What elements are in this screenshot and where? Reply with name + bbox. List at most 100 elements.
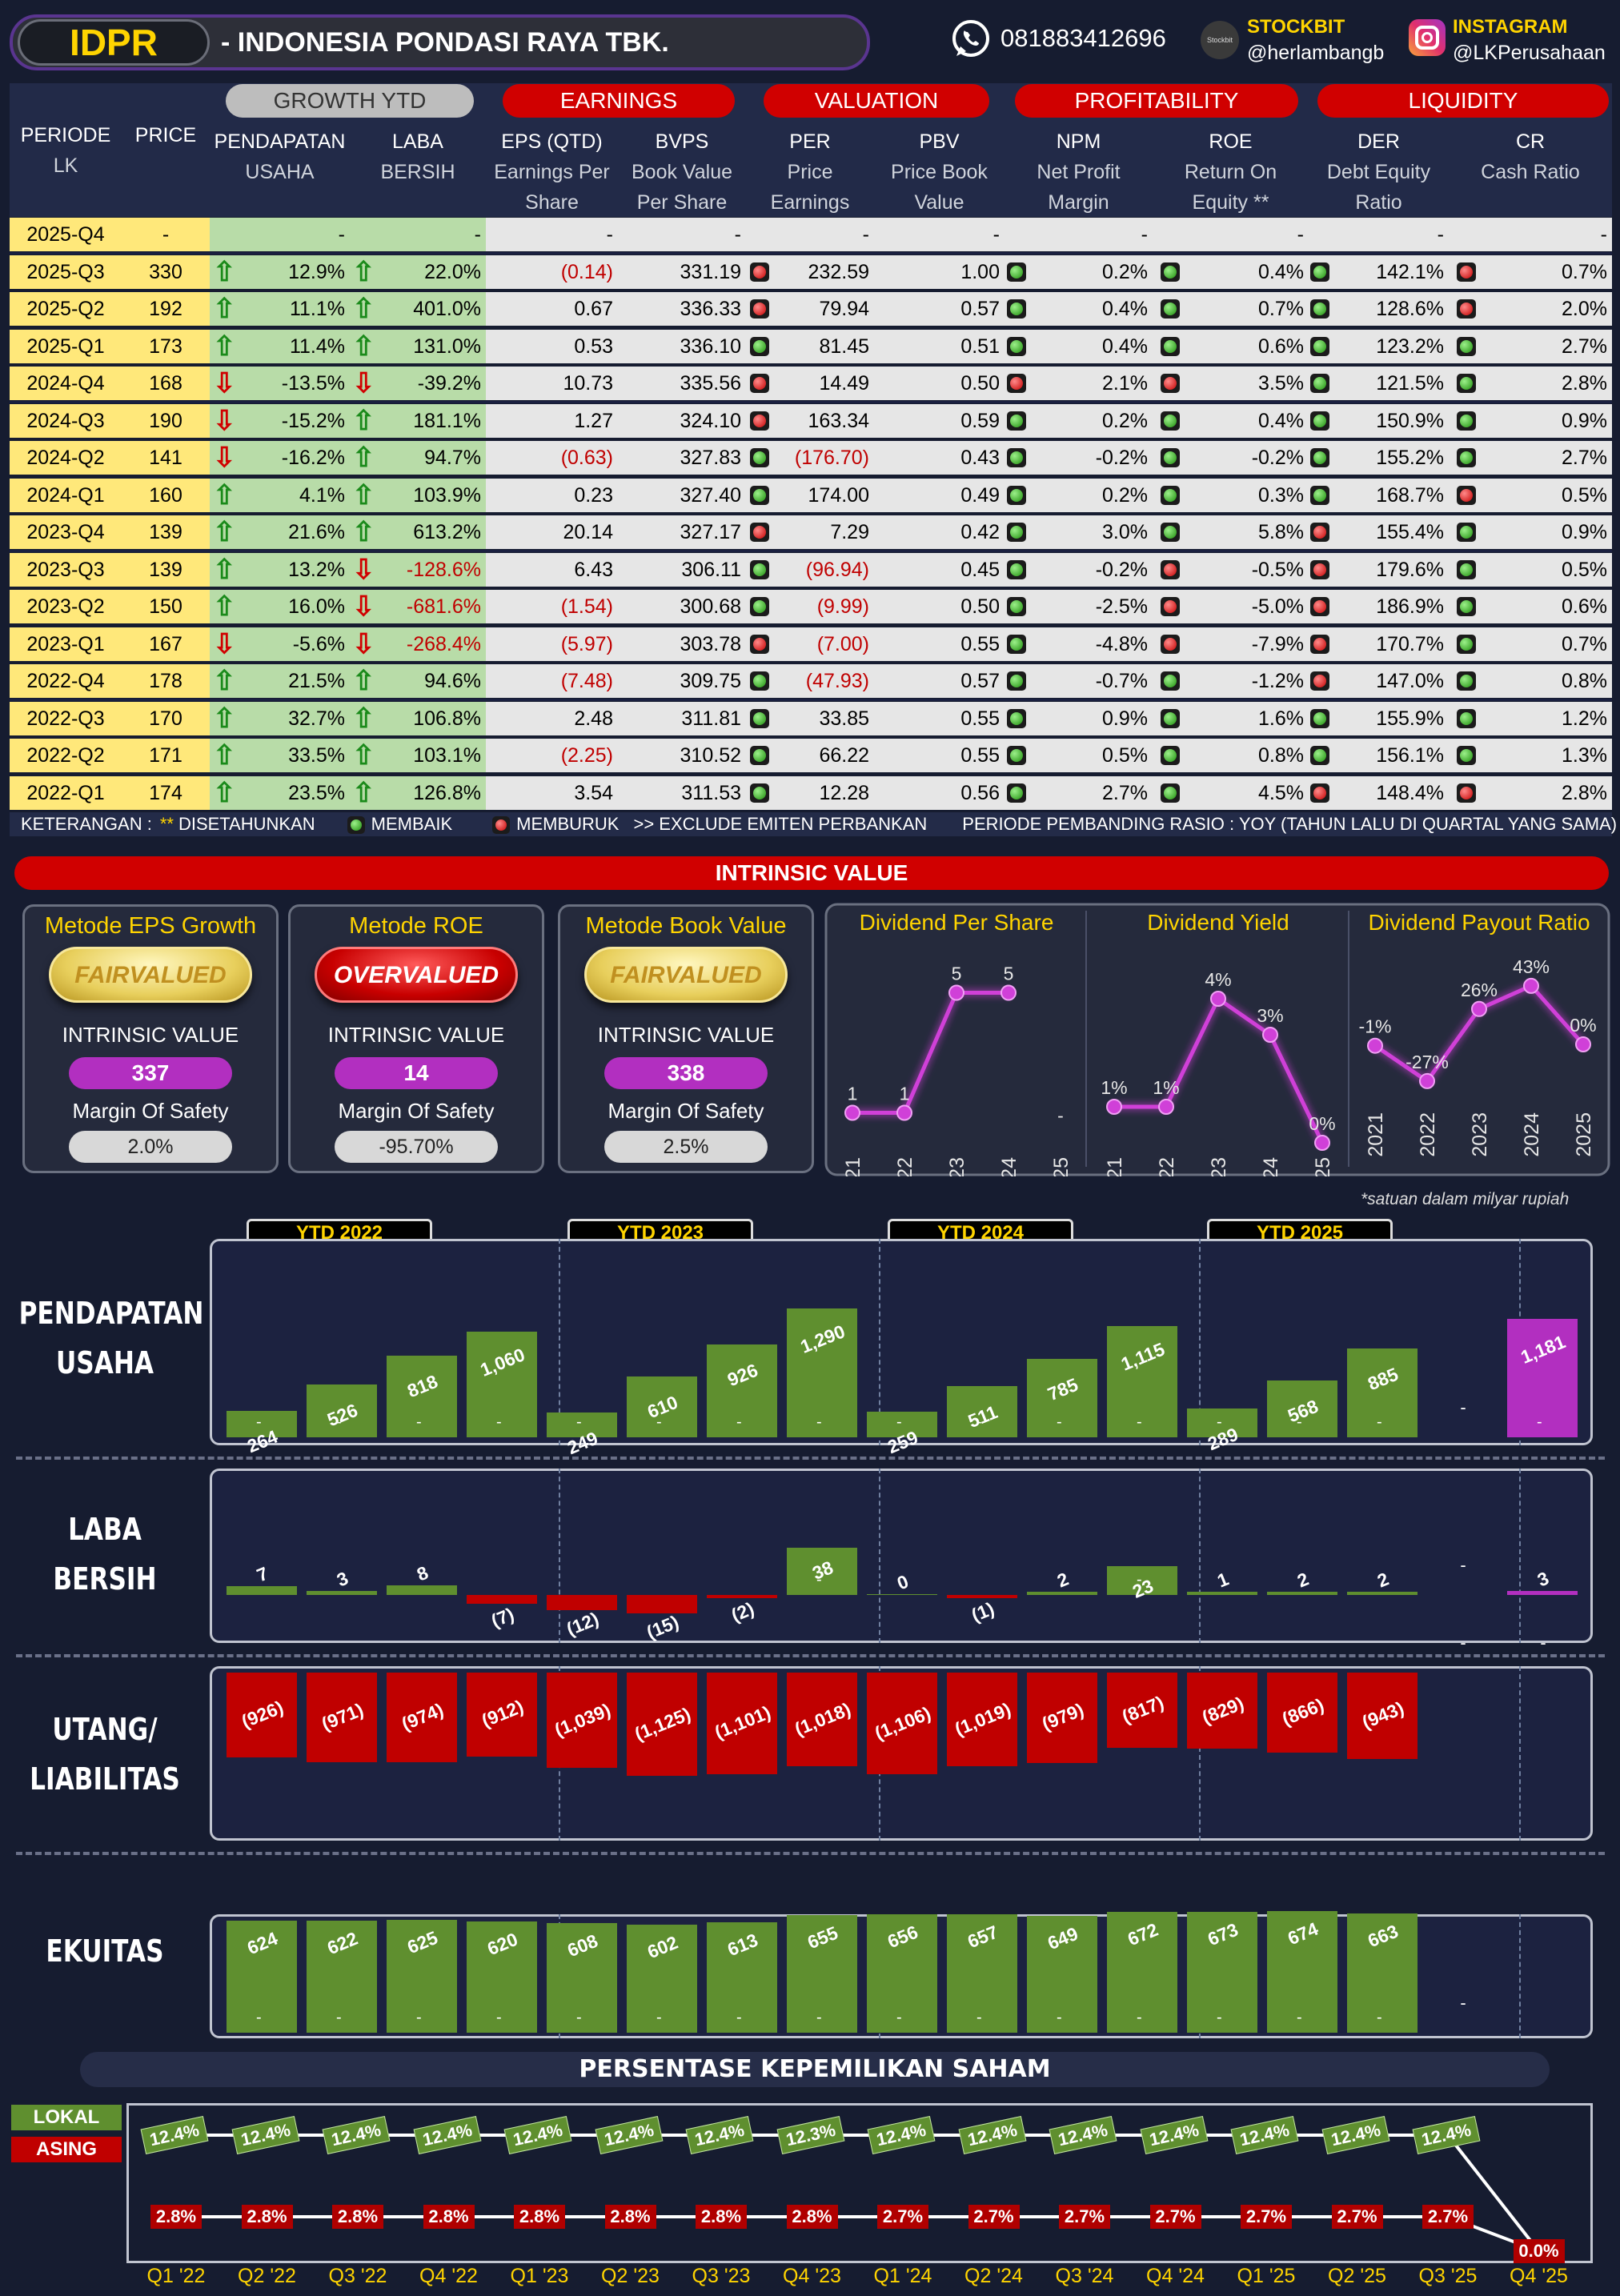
bar-dash-mark: - [1377, 1413, 1382, 1431]
bar [467, 1331, 537, 1437]
legend-worsen: MEMBURUK [516, 814, 620, 834]
cell-period: 2025-Q3 [10, 254, 122, 289]
intrinsic-value-title: INTRINSIC VALUE [14, 856, 1609, 890]
bar [1187, 1592, 1257, 1595]
dot-light-icon [753, 675, 766, 687]
worsen-dot-icon [750, 523, 769, 542]
section-title-line: LABA [68, 1512, 142, 1547]
cell-price: 173 [122, 329, 210, 363]
bar-dash-mark: - [256, 1413, 262, 1431]
cell-cr: 0.6% [1449, 590, 1612, 623]
cell-revenue-growth: -15.2% [210, 403, 350, 438]
cell-npm: 0.2% [1004, 254, 1153, 289]
cell-der: 123.2% [1309, 329, 1449, 363]
cell-der: 155.9% [1309, 701, 1449, 735]
dot-light-icon [1313, 488, 1326, 502]
dividend-year-tick: 2022 [1417, 1112, 1439, 1157]
dividend-year-tick: 2023 [1208, 1157, 1230, 1176]
bar-dash-mark: - [1137, 1571, 1142, 1589]
col-header-10: DER Debt Equity Ratio [1309, 126, 1449, 218]
arrow-down-icon: ⇩ [213, 368, 236, 399]
dot-light-icon [1313, 675, 1326, 687]
arrow-up-icon: ⇧ [352, 703, 375, 734]
improve-dot-icon [1161, 783, 1180, 803]
bar-dash-mark: - [1057, 2009, 1062, 2026]
improve-dot-icon [750, 671, 769, 691]
col-header-title: CR [1515, 130, 1546, 153]
dividend-data-label: -27% [1405, 1052, 1449, 1072]
arrow-up-icon: ⇧ [213, 703, 236, 734]
cell-period: 2022-Q4 [10, 664, 122, 698]
cell-npm: 0.2% [1004, 478, 1153, 512]
method-card: Metode EPS Growth FAIRVALUED INTRINSIC VAL… [22, 904, 279, 1173]
arrow-up-icon: ⇧ [213, 479, 236, 511]
col-header-5: BVPS Book Value Per Share [618, 126, 746, 218]
intrinsic-value-number: 337 [69, 1057, 232, 1089]
table-row: 2022-Q4 178 21.5% 94.6% (7.48) 309.75 (47.93) 0… [10, 664, 1612, 698]
table-row: 2022-Q2 171 33.5% 103.1% (2.25) 310.52 66.22 0.… [10, 739, 1612, 772]
col-header-title: PRICE [134, 124, 197, 146]
cell-price: 167 [122, 627, 210, 661]
bar [1027, 1592, 1097, 1595]
cell-period: 2025-Q4 [10, 218, 122, 251]
method-title: Metode EPS Growth [44, 913, 257, 939]
dividend-year-tick: 2025 [1573, 1112, 1595, 1157]
section-title-line: EKUITAS [46, 1933, 164, 1969]
dividend-data-label: 26% [1461, 980, 1498, 1000]
improve-dot-icon [1457, 708, 1476, 728]
table-row: 2024-Q3 190 -15.2% 181.1% 1.27 324.10 163.34 0.… [10, 403, 1612, 438]
bar [627, 1595, 697, 1614]
instagram-icon [1409, 19, 1446, 56]
dot-light-icon [1313, 526, 1326, 539]
cell-revenue-growth: 21.5% [210, 664, 350, 698]
quarter-tick-label: Q3 '23 [692, 2265, 751, 2287]
company-name: - INDONESIA PONDASI RAYA TBK. [221, 27, 669, 58]
cell-profit-growth: 613.2% [350, 515, 486, 549]
worsen-dot-icon [1161, 597, 1180, 616]
col-header-4: EPS (QTD) Earnings Per Share [486, 126, 618, 218]
group-separator [559, 1469, 560, 1643]
quarter-tick-label: Q1 '25 [1237, 2265, 1296, 2287]
worsen-dot-icon [1310, 523, 1329, 542]
dividend-year-tick: 2023 [946, 1157, 968, 1176]
improve-dot-icon [1007, 299, 1026, 319]
dot-light-icon [1313, 563, 1326, 576]
cell-bvps: 306.11 [618, 552, 746, 587]
dot-light-icon [495, 819, 507, 831]
intrinsic-value-number: 14 [335, 1057, 498, 1089]
dividend-point [1106, 1099, 1122, 1115]
cell-eps: (0.63) [486, 441, 618, 475]
bar-dash-mark: - [416, 1413, 422, 1431]
worsen-dot-icon [1161, 374, 1180, 393]
arrow-down-icon: ⇩ [352, 591, 375, 622]
table-row: 2023-Q1 167 -5.6% -268.4% (5.97) 303.78 (7.00)… [10, 627, 1612, 661]
quarter-tick-label: Q3 '24 [1055, 2265, 1114, 2287]
dot-light-icon [1313, 637, 1326, 651]
dot-light-icon [1164, 786, 1177, 799]
cell-pbv: 0.55 [874, 739, 1004, 772]
cell-price: - [122, 218, 210, 251]
cell-profit-growth: -681.6% [350, 590, 486, 623]
cell-eps: (1.54) [486, 590, 618, 623]
cell-npm: -4.8% [1004, 627, 1153, 661]
cell-profit-growth: 103.1% [350, 739, 486, 772]
dividend-data-label: 4% [1205, 969, 1231, 990]
group-separator [1519, 1469, 1521, 1643]
bar [1107, 1673, 1177, 1748]
dot-light-icon [1164, 303, 1177, 315]
group-header-0: GROWTH YTD [226, 84, 474, 118]
cell-eps: (0.14) [486, 254, 618, 289]
dividend-point [1158, 1099, 1174, 1115]
arrow-up-icon: ⇧ [352, 256, 375, 287]
group-separator [1519, 1666, 1521, 1841]
quarter-tick-label: Q4 '25 [1510, 2265, 1568, 2287]
bar [307, 1921, 377, 2033]
improve-dot-icon [1007, 597, 1026, 616]
cell-npm: -2.5% [1004, 590, 1153, 623]
worsen-dot-icon [1310, 671, 1329, 691]
improve-dot-icon [1007, 746, 1026, 765]
section-divider [16, 1654, 1605, 1657]
empty-value-label: - [1460, 1993, 1466, 2013]
dividend-chart-title: Dividend Per Share [860, 910, 1054, 935]
cell-eps: 20.14 [486, 515, 618, 549]
